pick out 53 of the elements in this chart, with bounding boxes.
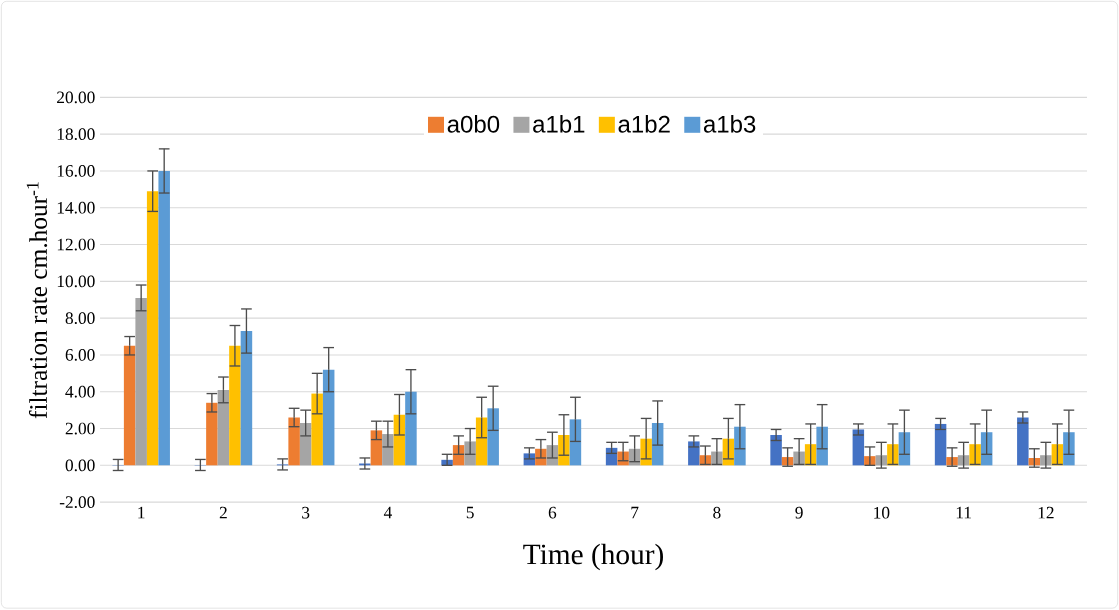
y-tick-label: 2.00: [65, 422, 95, 435]
bar: [322, 369, 335, 466]
bar: [206, 403, 218, 466]
bar: [217, 390, 230, 466]
x-tick-label: 4: [383, 507, 392, 519]
x-tick-label: 9: [795, 507, 803, 519]
bar: [475, 417, 488, 466]
x-tick-label: 10: [874, 507, 890, 519]
bar: [370, 430, 383, 466]
x-axis-title: Time (hour): [523, 543, 663, 571]
bar: [1017, 417, 1029, 466]
legend-label: a1b2: [618, 115, 670, 133]
x-tick-label: 12: [1038, 507, 1054, 519]
bar: [288, 417, 300, 466]
bar: [135, 298, 147, 466]
x-tick-label: 5: [466, 507, 474, 519]
bar: [688, 441, 700, 466]
x-tick-label: 6: [548, 507, 557, 519]
bar: [393, 414, 406, 466]
y-tick-label: 0.00: [65, 459, 95, 472]
y-axis-title: filtration rate cm.hour$^{-1}$: [26, 182, 48, 419]
bar: [299, 423, 312, 466]
bar: [405, 391, 417, 466]
legend-label: a1b3: [703, 115, 756, 133]
y-tick-label: 6.00: [65, 349, 95, 362]
y-tick-label: 16.00: [57, 165, 95, 178]
bar: [934, 424, 947, 466]
y-tick-label: 4.00: [65, 386, 95, 398]
bar: [770, 435, 782, 466]
y-tick-label: 8.00: [65, 312, 95, 325]
bar: [487, 408, 499, 466]
bar: [146, 191, 159, 466]
bar: [229, 345, 241, 466]
x-tick-label: 3: [302, 507, 310, 519]
x-tick-label: 8: [713, 507, 721, 519]
x-tick-label: 7: [631, 507, 639, 519]
y-tick-label: -2.00: [59, 496, 95, 509]
bar: [158, 171, 170, 466]
x-tick-label: 1: [138, 507, 145, 519]
bar: [311, 393, 323, 466]
y-tick-label: 20.00: [57, 91, 95, 104]
y-tick-label: 18.00: [57, 128, 95, 141]
bar: [852, 429, 865, 466]
legend-label: a0b0: [447, 115, 500, 133]
bar: [569, 419, 582, 466]
y-tick-label: 12.00: [57, 238, 95, 251]
legend-label: a1b1: [533, 115, 585, 133]
bar: [240, 331, 253, 466]
x-tick-label: 11: [956, 507, 971, 519]
bar: [123, 345, 136, 466]
x-tick-label: 2: [219, 507, 227, 519]
y-tick-label: 14.00: [57, 202, 95, 214]
y-tick-label: 10.00: [57, 275, 95, 288]
